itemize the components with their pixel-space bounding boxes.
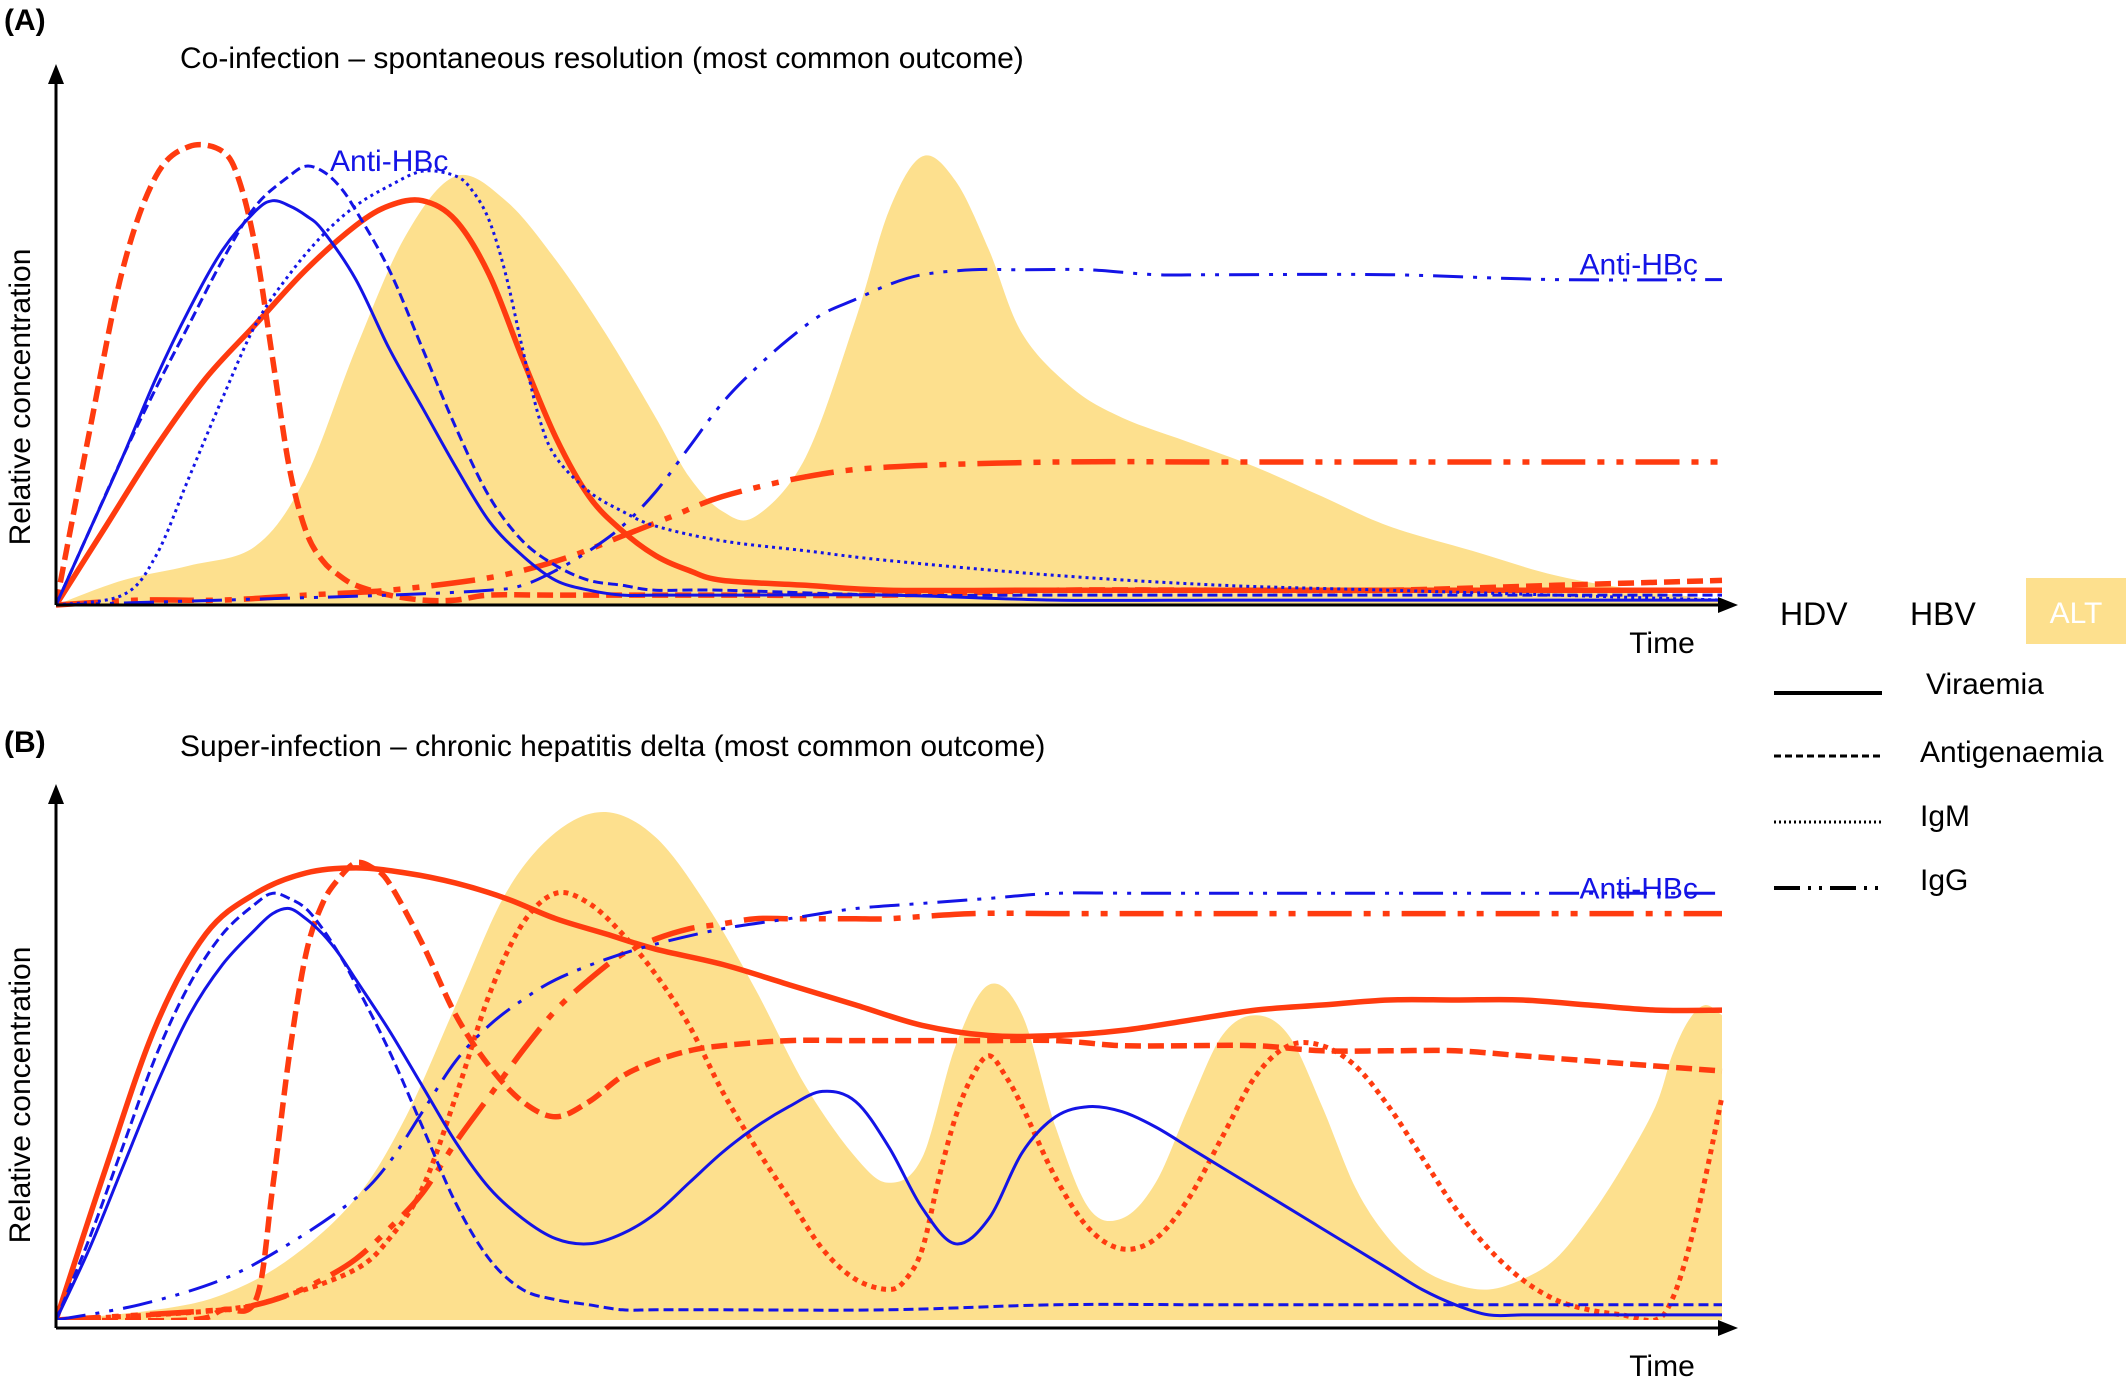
series-hdv-igg-line [56, 910, 1722, 1320]
panel-b-y-arrow [48, 784, 64, 804]
panel-b-ylabel: Relative concentration [4, 947, 37, 1244]
panel-a-label: (A) [4, 4, 46, 37]
series-hbv-antigenaemia-line [56, 164, 1722, 606]
series-alt-area [56, 155, 1722, 605]
series-hbv-viraemia-line [56, 906, 1722, 1320]
legend-alt-swatch [2026, 578, 2126, 644]
panel-a-ylabel: Relative concentration [4, 249, 37, 546]
panel-a-axes [48, 64, 1738, 613]
legend-viraemia-label: Viraemia [1926, 668, 2044, 701]
series-hdv-igm-line [56, 889, 1725, 1320]
panel-a-plot [56, 141, 1723, 608]
series-hbv-antigenaemia-line [56, 891, 1722, 1320]
legend-igg-label: IgG [1920, 864, 1968, 897]
series-hbv-viraemia-line [56, 199, 1722, 606]
panel-a-annotation-0: Anti-HBc [330, 145, 448, 178]
panel-a-title: Co-infection – spontaneous resolution (m… [180, 42, 1024, 75]
panel-a-y-arrow [48, 64, 64, 84]
series-anti-hbc-igm-line [56, 169, 1723, 607]
panel-b-title: Super-infection – chronic hepatitis delt… [180, 730, 1045, 763]
legend-hdv-label: HDV [1780, 596, 1848, 632]
panel-b-label: (B) [4, 726, 46, 759]
panel-a-annotation-1: Anti-HBc [1580, 249, 1698, 282]
series-hdv-igg-line [56, 458, 1722, 608]
legend-alt-label: ALT [2050, 597, 2103, 630]
panel-b-plot [56, 811, 1725, 1320]
panel-b-x-arrow [1718, 1320, 1738, 1336]
panel-b-xlabel: Time [1629, 1350, 1695, 1383]
legend-antigenaemia-label: Antigenaemia [1920, 736, 2104, 769]
series-alt-area [56, 811, 1722, 1320]
legend-hbv-label: HBV [1910, 596, 1976, 632]
panel-a-x-arrow [1718, 597, 1738, 613]
panel-b-annotations: Anti-HBc [1580, 872, 1698, 905]
panel-b-axes [48, 784, 1738, 1336]
panel-a-xlabel: Time [1629, 627, 1695, 660]
series-hdv-viraemia-line [56, 865, 1723, 1320]
panel-a-annotations: Anti-HBc Anti-HBc [330, 145, 1698, 282]
panel-b: (B) Super-infection – chronic hepatitis … [4, 726, 1738, 1383]
legend: HDV HBV ALT Viraemia Antigenaemia IgM Ig… [1774, 578, 2126, 897]
panel-a: (A) Co-infection – spontaneous resolutio… [4, 4, 1738, 660]
series-anti-hbc-igg-line [56, 267, 1723, 607]
panel-b-annotation-0: Anti-HBc [1580, 872, 1698, 905]
legend-igm-label: IgM [1920, 800, 1970, 833]
series-hdv-antigenaemia-line [56, 141, 1723, 606]
series-hdv-antigenaemia-line [56, 859, 1723, 1320]
series-anti-hbc-igg-line [56, 891, 1722, 1320]
